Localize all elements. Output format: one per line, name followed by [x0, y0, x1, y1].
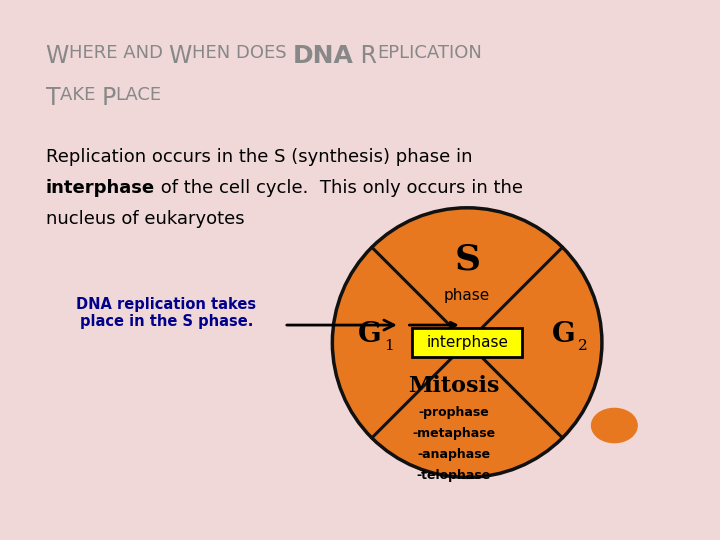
FancyBboxPatch shape [412, 328, 522, 357]
Text: W: W [168, 44, 192, 69]
Circle shape [592, 408, 637, 443]
Text: P: P [102, 86, 115, 110]
Text: interphase: interphase [426, 335, 508, 350]
Text: AKE: AKE [60, 86, 102, 104]
Text: HERE AND: HERE AND [69, 44, 168, 63]
Text: -metaphase: -metaphase [412, 427, 495, 440]
Text: 1: 1 [384, 339, 394, 353]
Text: 2: 2 [578, 339, 588, 353]
Text: DNA replication takes
place in the S phase.: DNA replication takes place in the S pha… [76, 296, 256, 329]
Text: -prophase: -prophase [418, 406, 489, 419]
Text: of the cell cycle.  This only occurs in the: of the cell cycle. This only occurs in t… [155, 179, 523, 197]
Text: EPLICATION: EPLICATION [377, 44, 482, 63]
Text: T: T [45, 86, 60, 110]
Text: W: W [45, 44, 69, 69]
Text: S: S [454, 242, 480, 276]
Text: -anaphase: -anaphase [417, 448, 490, 461]
Text: R: R [354, 44, 377, 69]
Text: interphase: interphase [45, 179, 155, 197]
Ellipse shape [333, 208, 602, 477]
Text: phase: phase [444, 288, 490, 303]
Text: LACE: LACE [115, 86, 161, 104]
Text: Mitosis: Mitosis [408, 375, 500, 397]
Text: -telophase: -telophase [417, 469, 491, 482]
Text: nucleus of eukaryotes: nucleus of eukaryotes [45, 211, 244, 228]
Text: G: G [552, 321, 576, 348]
Text: Replication occurs in the S (synthesis) phase in: Replication occurs in the S (synthesis) … [45, 148, 472, 166]
Text: G: G [359, 321, 382, 348]
Text: HEN DOES: HEN DOES [192, 44, 292, 63]
Text: DNA: DNA [292, 44, 354, 69]
